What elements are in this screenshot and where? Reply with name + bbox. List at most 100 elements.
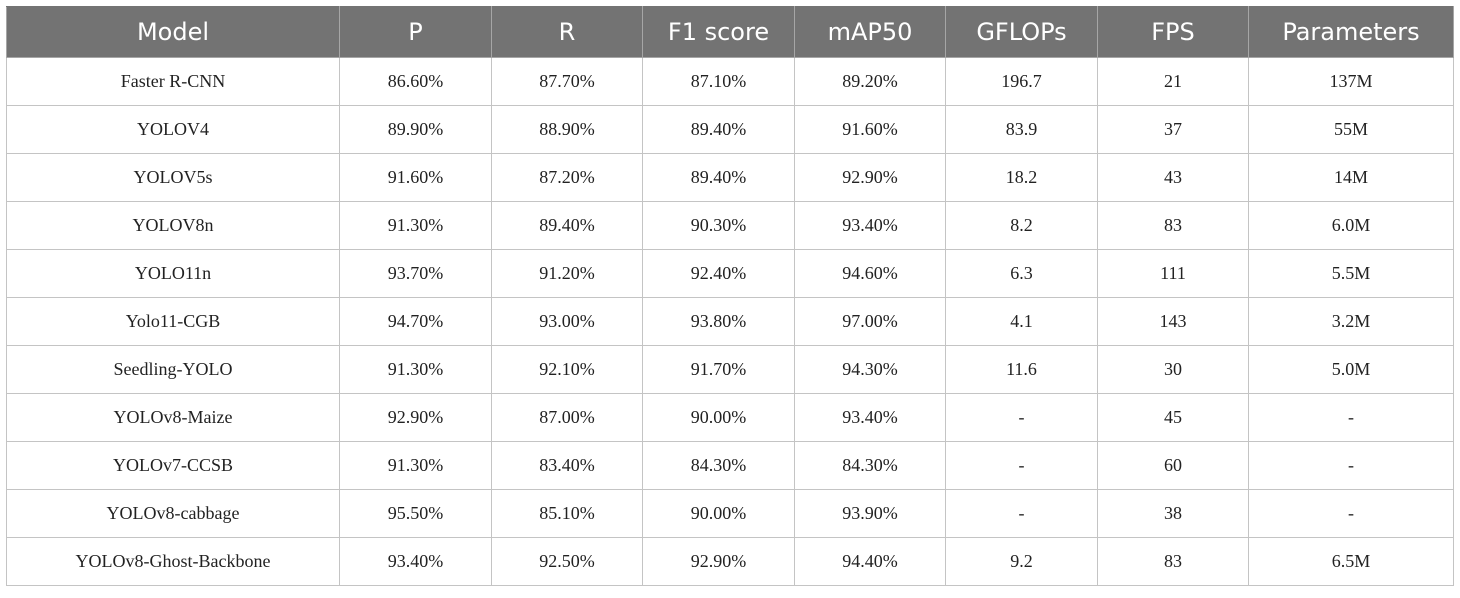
cell-f1-score: 84.30% [642,441,795,490]
cell-p: 93.70% [339,249,492,298]
cell-f1-score: 90.30% [642,201,795,250]
cell-p: 91.30% [339,345,492,394]
cell-gflops: 196.7 [945,57,1098,106]
cell-parameters: 55M [1248,105,1454,154]
cell-map50: 94.40% [794,537,946,586]
cell-fps: 83 [1097,201,1249,250]
cell-map50: 93.90% [794,489,946,538]
cell-gflops: 8.2 [945,201,1098,250]
table-row: Seedling-YOLO 91.30% 92.10% 91.70% 94.30% 11.… [6,345,1454,394]
table-row: YOLOv8-Ghost-Backbone 93.40% 92.50% 92.90% 9… [6,537,1454,586]
cell-fps: 30 [1097,345,1249,394]
cell-p: 91.30% [339,201,492,250]
model-comparison-table: Model P R F1 score mAP50 GFLOPs FPS Parameters … [6,6,1454,586]
table-row: YOLOv8-Maize 92.90% 87.00% 90.00% 93.40% -45- [6,393,1454,442]
cell-r: 89.40% [491,201,643,250]
cell-model: YOLOv8-cabbage [6,489,340,538]
cell-map50: 94.30% [794,345,946,394]
cell-p: 89.90% [339,105,492,154]
cell-f1-score: 91.70% [642,345,795,394]
cell-p: 92.90% [339,393,492,442]
column-header-gflops: GFLOPs [945,6,1098,58]
cell-model: YOLOV8n [6,201,340,250]
cell-model: YOLOv8-Ghost-Backbone [6,537,340,586]
column-header-map50: mAP50 [794,6,946,58]
column-header-r: R [491,6,643,58]
table-row: YOLOv8-cabbage 95.50% 85.10% 90.00% 93.90% -3… [6,489,1454,538]
cell-p: 95.50% [339,489,492,538]
cell-fps: 83 [1097,537,1249,586]
column-header-parameters: Parameters [1248,6,1454,58]
cell-parameters: 3.2M [1248,297,1454,346]
table-row: YOLOV4 89.90% 88.90% 89.40% 91.60% 83.9 37 55M [6,105,1454,154]
cell-gflops: 6.3 [945,249,1098,298]
cell-r: 93.00% [491,297,643,346]
cell-gflops: - [945,441,1098,490]
cell-p: 86.60% [339,57,492,106]
cell-r: 91.20% [491,249,643,298]
cell-parameters: - [1248,489,1454,538]
cell-fps: 43 [1097,153,1249,202]
cell-fps: 45 [1097,393,1249,442]
cell-map50: 97.00% [794,297,946,346]
table-row: Faster R-CNN 86.60% 87.70% 87.10% 89.20% 196.… [6,57,1454,106]
cell-parameters: 14M [1248,153,1454,202]
cell-parameters: 5.5M [1248,249,1454,298]
cell-f1-score: 90.00% [642,393,795,442]
cell-map50: 91.60% [794,105,946,154]
cell-p: 93.40% [339,537,492,586]
cell-parameters: - [1248,393,1454,442]
table-row: Yolo11-CGB 94.70% 93.00% 93.80% 97.00% 4.1 143… [6,297,1454,346]
table-row: YOLOV5s 91.60% 87.20% 89.40% 92.90% 18.2 43 14M [6,153,1454,202]
cell-r: 85.10% [491,489,643,538]
cell-gflops: 4.1 [945,297,1098,346]
cell-r: 87.70% [491,57,643,106]
table-header: Model P R F1 score mAP50 GFLOPs FPS Parameters [6,6,1454,58]
cell-gflops: 83.9 [945,105,1098,154]
cell-parameters: - [1248,441,1454,490]
cell-map50: 92.90% [794,153,946,202]
cell-r: 83.40% [491,441,643,490]
table-row: YOLOv7-CCSB 91.30% 83.40% 84.30% 84.30% -60- [6,441,1454,490]
cell-model: YOLOV4 [6,105,340,154]
cell-gflops: 9.2 [945,537,1098,586]
cell-f1-score: 93.80% [642,297,795,346]
cell-f1-score: 89.40% [642,105,795,154]
cell-f1-score: 92.40% [642,249,795,298]
column-header-f1-score: F1 score [642,6,795,58]
cell-parameters: 5.0M [1248,345,1454,394]
cell-f1-score: 87.10% [642,57,795,106]
column-header-p: P [339,6,492,58]
cell-model: YOLOV5s [6,153,340,202]
cell-parameters: 6.5M [1248,537,1454,586]
cell-gflops: - [945,489,1098,538]
cell-f1-score: 89.40% [642,153,795,202]
cell-f1-score: 92.90% [642,537,795,586]
cell-r: 92.10% [491,345,643,394]
cell-fps: 143 [1097,297,1249,346]
header-row: Model P R F1 score mAP50 GFLOPs FPS Parameters [6,6,1454,58]
column-header-fps: FPS [1097,6,1249,58]
cell-fps: 37 [1097,105,1249,154]
cell-map50: 93.40% [794,201,946,250]
cell-gflops: 18.2 [945,153,1098,202]
comparison-table-container: Model P R F1 score mAP50 GFLOPs FPS Parameters … [6,6,1454,586]
column-header-model: Model [6,6,340,58]
table-row: YOLOV8n 91.30% 89.40% 90.30% 93.40% 8.2 83 6.0M [6,201,1454,250]
cell-fps: 21 [1097,57,1249,106]
cell-model: YOLO11n [6,249,340,298]
table-row: YOLO11n 93.70% 91.20% 92.40% 94.60% 6.3 111 5.5… [6,249,1454,298]
cell-model: Yolo11-CGB [6,297,340,346]
cell-r: 92.50% [491,537,643,586]
cell-map50: 89.20% [794,57,946,106]
cell-model: YOLOv8-Maize [6,393,340,442]
cell-fps: 60 [1097,441,1249,490]
cell-parameters: 6.0M [1248,201,1454,250]
cell-r: 87.20% [491,153,643,202]
cell-model: YOLOv7-CCSB [6,441,340,490]
cell-p: 94.70% [339,297,492,346]
cell-gflops: 11.6 [945,345,1098,394]
cell-p: 91.60% [339,153,492,202]
cell-r: 87.00% [491,393,643,442]
cell-map50: 84.30% [794,441,946,490]
